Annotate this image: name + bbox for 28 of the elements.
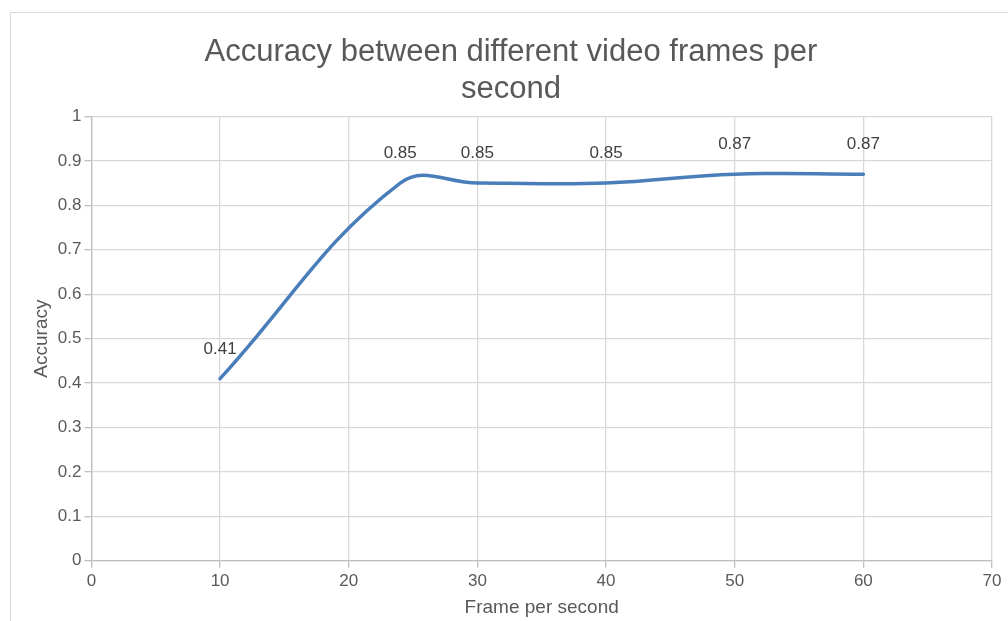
y-tick-label: 0.6 — [57, 283, 82, 303]
y-axis-title: Accuracy — [29, 299, 51, 378]
y-tick-label: 0.9 — [57, 150, 82, 170]
y-tick-label: 0.5 — [57, 328, 82, 348]
x-tick-label: 70 — [982, 570, 1002, 590]
data-label: 0.85 — [460, 143, 494, 163]
data-label: 0.41 — [203, 338, 237, 358]
y-tick-label: 0 — [71, 550, 82, 570]
data-label: 0.85 — [383, 143, 417, 163]
y-tick-label: 0.3 — [57, 417, 82, 437]
y-tick-label: 0.4 — [57, 372, 82, 392]
x-tick-label: 60 — [853, 570, 873, 590]
x-tick-label: 10 — [210, 570, 230, 590]
x-tick-label: 50 — [725, 570, 745, 590]
y-tick-label: 0.7 — [57, 239, 82, 259]
data-label: 0.87 — [846, 134, 880, 154]
data-label: 0.85 — [589, 143, 623, 163]
y-tick-label: 0.1 — [57, 506, 82, 526]
x-tick-label: 0 — [86, 570, 97, 590]
x-tick-label: 20 — [339, 570, 359, 590]
x-tick-label: 40 — [596, 570, 616, 590]
y-tick-label: 0.8 — [57, 194, 82, 214]
chart-title: Accuracy between different video frames per second — [204, 33, 818, 106]
y-tick-label: 0.2 — [57, 461, 82, 481]
y-tick-label: 1 — [71, 106, 82, 126]
x-axis-title: Frame per second — [464, 595, 619, 617]
x-tick-label: 30 — [467, 570, 487, 590]
data-label: 0.87 — [718, 134, 752, 154]
